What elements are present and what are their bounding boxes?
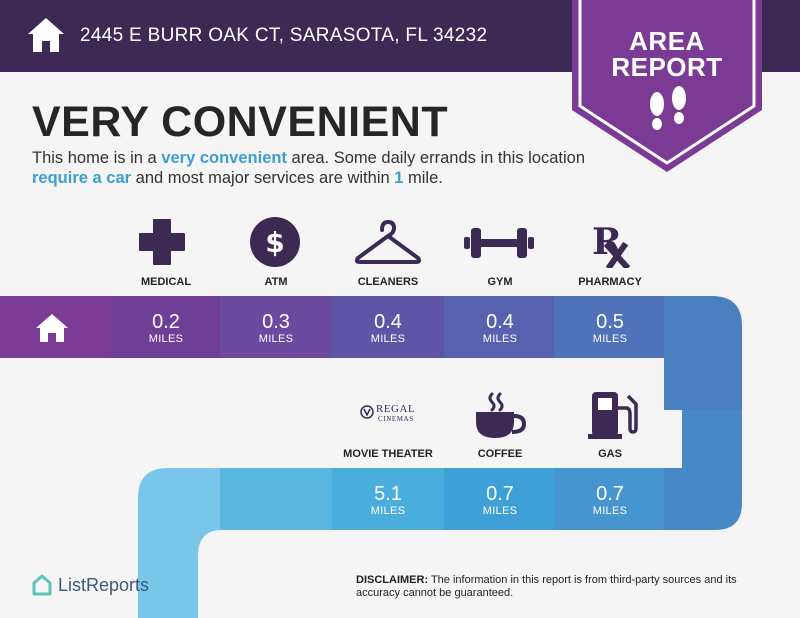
regal-logo-sub: CINEMAS	[378, 415, 414, 423]
convenience-title: VERY CONVENIENT	[32, 98, 449, 146]
service-label-gas: GAS	[598, 448, 622, 460]
footprints-icon	[650, 86, 686, 130]
gas-pump-icon	[588, 392, 638, 439]
distance-value: 0.2	[152, 311, 180, 333]
regal-logo-name: REGAL	[376, 403, 416, 415]
listreports-logo-icon	[32, 574, 52, 596]
service-label-pharmacy: PHARMACY	[578, 276, 642, 288]
service-label-medical: MEDICAL	[140, 276, 192, 288]
home-icon	[28, 18, 64, 52]
distance-value: 5.1	[374, 483, 402, 505]
distance-unit: MILES	[482, 505, 518, 517]
distance-cell-medical: 0.2 MILES	[110, 311, 222, 346]
distance-cell-gym: 0.4 MILES	[444, 311, 556, 346]
service-label-atm: ATM	[264, 276, 288, 288]
distance-unit: MILES	[592, 333, 628, 345]
disclaimer: DISCLAIMER: The information in this repo…	[356, 574, 737, 599]
service-label-cleaners: CLEANERS	[357, 276, 419, 288]
distance-cell-movie-theater: 5.1 MILES	[332, 483, 444, 518]
service-label-coffee: COFFEE	[477, 448, 523, 460]
service-label-movie-theater: MOVIE THEATER	[343, 448, 433, 460]
coffee-cup-icon	[476, 392, 526, 438]
distance-value: 0.4	[486, 311, 514, 333]
distance-unit: MILES	[148, 333, 184, 345]
distance-cell-pharmacy: 0.5 MILES	[554, 311, 666, 346]
distance-value: 0.5	[596, 311, 624, 333]
service-label-gym: GYM	[487, 276, 513, 288]
convenience-description: This home is in a very convenient area. …	[32, 149, 586, 187]
home-icon	[36, 314, 68, 342]
distance-value: 0.7	[596, 483, 624, 505]
badge-title: AREA REPORT	[611, 26, 723, 82]
area-report-badge	[572, 0, 762, 172]
dollar-coin-icon: $	[250, 217, 300, 267]
property-address: 2445 E BURR OAK CT, SARASOTA, FL 34232	[80, 25, 488, 46]
hanger-icon	[354, 220, 422, 264]
regal-cinemas-logo	[360, 405, 374, 419]
svg-text:$: $	[265, 226, 284, 259]
distance-unit: MILES	[370, 505, 406, 517]
dumbbell-icon	[464, 228, 534, 258]
rx-icon: R	[592, 221, 631, 268]
listreports-logo-text: ListReports	[58, 575, 150, 595]
distance-value: 0.4	[374, 311, 402, 333]
distance-unit: MILES	[482, 333, 518, 345]
distance-cell-atm: 0.3 MILES	[220, 311, 332, 346]
distance-unit: MILES	[370, 333, 406, 345]
distance-value: 0.7	[486, 483, 514, 505]
distance-cell-coffee: 0.7 MILES	[444, 483, 556, 518]
distance-cell-gas: 0.7 MILES	[554, 483, 666, 518]
distance-cell-cleaners: 0.4 MILES	[332, 311, 444, 346]
distance-unit: MILES	[258, 333, 294, 345]
distance-value: 0.3	[262, 311, 290, 333]
distance-unit: MILES	[592, 505, 628, 517]
medical-cross-icon	[139, 219, 185, 265]
